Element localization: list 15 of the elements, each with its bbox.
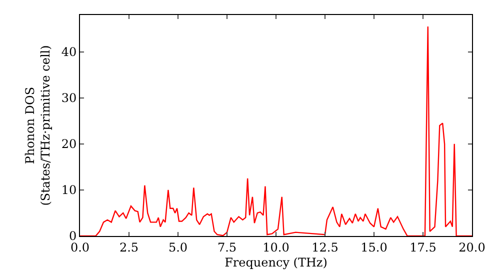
- y-axis-title: Phonon DOS (States/THz·primitive cell): [23, 45, 53, 206]
- x-tick-label: 12.5: [312, 240, 338, 254]
- x-tick-label: 10.0: [262, 240, 290, 254]
- y-tick-label: 40: [61, 45, 77, 60]
- line-series: [80, 26, 472, 236]
- y-tick-label: 10: [61, 183, 77, 198]
- x-tick-label: 2.5: [119, 240, 139, 254]
- x-tick-label: 5.0: [168, 240, 188, 254]
- x-tick-label: 15.0: [360, 240, 388, 254]
- x-tick-label: 20.0: [458, 240, 486, 254]
- x-tick-label: 17.5: [410, 240, 436, 254]
- x-axis-title: Frequency (THz): [224, 255, 328, 270]
- y-tick-label: 30: [61, 91, 77, 106]
- x-tick-label: 7.5: [217, 240, 237, 254]
- y-tick-label: 20: [61, 137, 77, 152]
